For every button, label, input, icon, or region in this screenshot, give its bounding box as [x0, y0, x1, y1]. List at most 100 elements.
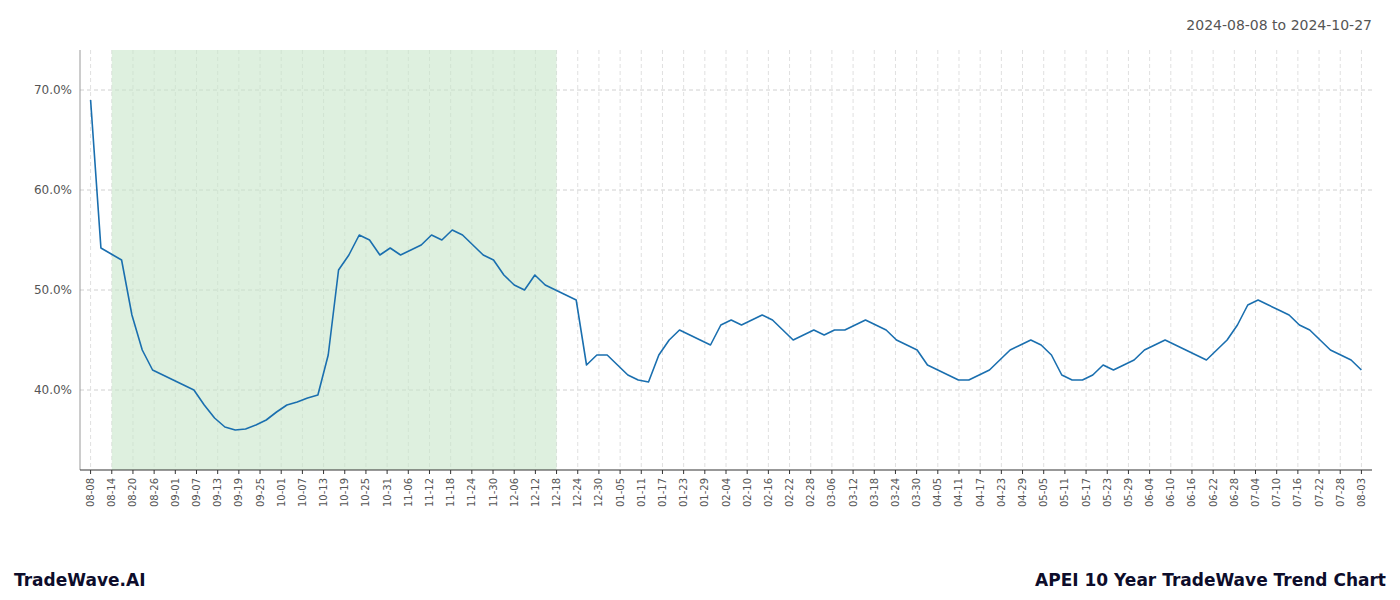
date-range: 2024-08-08 to 2024-10-27 [1186, 17, 1372, 33]
x-tick-label: 06-16 [1186, 478, 1197, 507]
x-tick [132, 470, 133, 474]
x-grid-line [895, 50, 896, 470]
x-tick-label: 07-04 [1250, 478, 1261, 507]
x-tick [323, 470, 324, 474]
x-tick [831, 470, 832, 474]
x-grid-line [1170, 50, 1171, 470]
x-tick-label: 02-22 [784, 478, 795, 507]
x-tick-label: 10-31 [382, 478, 393, 507]
x-tick-label: 08-26 [149, 478, 160, 507]
x-grid-line [1361, 50, 1362, 470]
x-tick-label: 11-18 [445, 478, 456, 507]
x-tick-label: 08-08 [85, 478, 96, 507]
x-tick-label: 05-23 [1102, 478, 1113, 507]
x-tick-label: 09-01 [170, 478, 181, 507]
x-grid-line [1297, 50, 1298, 470]
x-tick-label: 01-29 [699, 478, 710, 507]
x-tick-label: 03-24 [890, 478, 901, 507]
x-grid-line [1086, 50, 1087, 470]
x-tick [493, 470, 494, 474]
x-tick [1022, 470, 1023, 474]
x-tick-label: 12-18 [551, 478, 562, 507]
x-tick [1255, 470, 1256, 474]
x-tick [514, 470, 515, 474]
x-grid-line [1276, 50, 1277, 470]
x-grid-line [853, 50, 854, 470]
x-tick [1149, 470, 1150, 474]
x-tick-label: 02-28 [805, 478, 816, 507]
brand-label: TradeWave.AI [14, 570, 145, 590]
x-tick [1234, 470, 1235, 474]
x-tick-label: 07-10 [1271, 478, 1282, 507]
x-tick [1297, 470, 1298, 474]
y-tick-label: 50.0% [34, 283, 72, 297]
x-tick-label: 12-06 [509, 478, 520, 507]
x-grid-line [1043, 50, 1044, 470]
x-tick-label: 03-06 [826, 478, 837, 507]
x-tick-label: 12-12 [530, 478, 541, 507]
x-tick-label: 06-22 [1208, 478, 1219, 507]
x-grid-line [641, 50, 642, 470]
x-tick [535, 470, 536, 474]
x-tick-label: 10-01 [276, 478, 287, 507]
x-grid-line [726, 50, 727, 470]
x-tick [958, 470, 959, 474]
x-grid-line [810, 50, 811, 470]
x-tick [1086, 470, 1087, 474]
x-grid-line [768, 50, 769, 470]
x-grid-line [789, 50, 790, 470]
x-tick [1191, 470, 1192, 474]
x-tick-label: 10-19 [339, 478, 350, 507]
x-tick-label: 09-25 [255, 478, 266, 507]
x-tick-label: 03-18 [869, 478, 880, 507]
grid [80, 50, 1372, 470]
y-tick-label: 40.0% [34, 383, 72, 397]
x-tick [662, 470, 663, 474]
x-tick-label: 08-03 [1356, 478, 1367, 507]
x-tick-label: 04-11 [953, 478, 964, 507]
x-grid-line [662, 50, 663, 470]
x-tick-label: 09-07 [191, 478, 202, 507]
x-tick-label: 07-16 [1292, 478, 1303, 507]
x-tick [260, 470, 261, 474]
x-tick [175, 470, 176, 474]
x-tick-label: 12-30 [593, 478, 604, 507]
x-tick [111, 470, 112, 474]
x-tick-label: 04-29 [1017, 478, 1028, 507]
x-tick [853, 470, 854, 474]
x-tick-label: 03-12 [848, 478, 859, 507]
x-tick [238, 470, 239, 474]
x-tick [704, 470, 705, 474]
x-tick [937, 470, 938, 474]
x-tick [810, 470, 811, 474]
x-grid-line [1319, 50, 1320, 470]
x-tick [726, 470, 727, 474]
x-grid-line [1001, 50, 1002, 470]
x-grid-line [831, 50, 832, 470]
x-tick [916, 470, 917, 474]
x-grid-line [1064, 50, 1065, 470]
x-tick-label: 02-04 [721, 478, 732, 507]
x-grid-line [1234, 50, 1235, 470]
x-grid-line [1149, 50, 1150, 470]
x-tick-label: 04-17 [975, 478, 986, 507]
x-grid-line [598, 50, 599, 470]
x-grid-line [747, 50, 748, 470]
x-tick [747, 470, 748, 474]
x-tick-label: 05-11 [1059, 478, 1070, 507]
x-tick-label: 05-29 [1123, 478, 1134, 507]
x-tick [620, 470, 621, 474]
x-grid-line [1022, 50, 1023, 470]
y-tick-label: 60.0% [34, 183, 72, 197]
x-tick-label: 09-13 [212, 478, 223, 507]
y-axis-line [80, 50, 81, 470]
x-tick [281, 470, 282, 474]
x-tick-label: 08-20 [127, 478, 138, 507]
x-tick [1319, 470, 1320, 474]
x-tick [1361, 470, 1362, 474]
x-tick [387, 470, 388, 474]
x-tick-label: 11-24 [466, 478, 477, 507]
x-tick [683, 470, 684, 474]
x-tick-label: 02-16 [763, 478, 774, 507]
x-tick-label: 11-30 [488, 478, 499, 507]
